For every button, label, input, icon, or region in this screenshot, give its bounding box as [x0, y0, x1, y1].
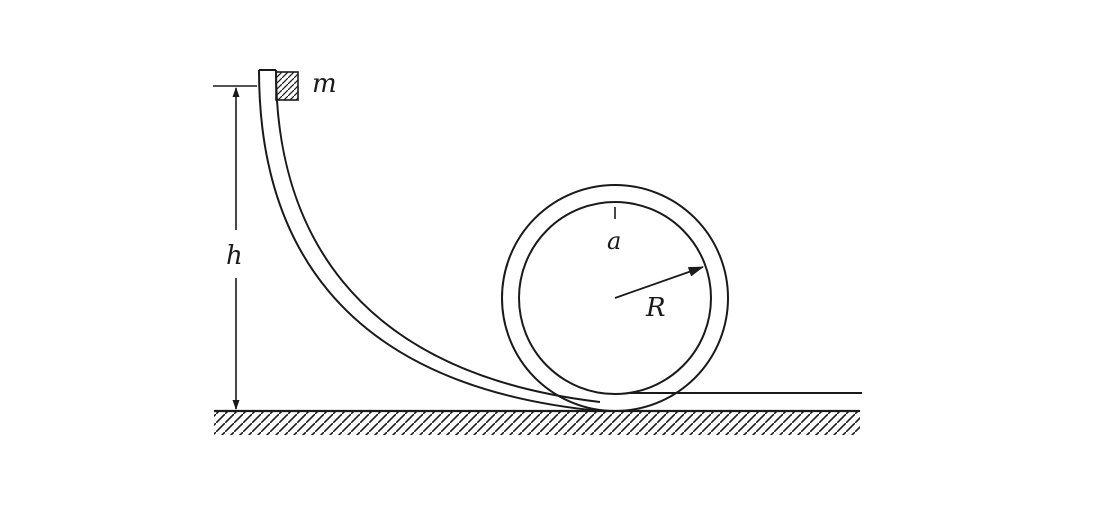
- mass-block: [275, 71, 299, 101]
- radius-label: R: [645, 293, 666, 323]
- loop-track: [501, 184, 729, 412]
- loop-inner-circle: [518, 201, 712, 395]
- height-dimension: [213, 85, 257, 410]
- ground-hatching: [214, 411, 860, 435]
- ramp-inner-edge: [275, 69, 601, 403]
- radius-arrow: [614, 266, 705, 299]
- height-label: h: [226, 241, 243, 271]
- point-a-label: a: [607, 227, 621, 255]
- loop-outer-circle: [501, 184, 729, 412]
- ramp-outer-edge: [258, 69, 601, 412]
- mass-label: m: [312, 69, 337, 99]
- ramp-track: [258, 69, 601, 412]
- ground: [214, 409, 860, 435]
